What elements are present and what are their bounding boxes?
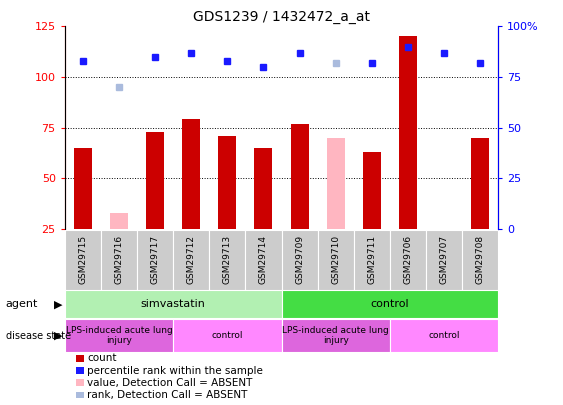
Bar [282,319,390,352]
Text: control: control [370,299,409,309]
Text: disease state: disease state [6,331,71,341]
Text: rank, Detection Call = ABSENT: rank, Detection Call = ABSENT [87,390,248,400]
Bar [146,132,164,229]
Bar [354,230,390,290]
Bar [390,230,426,290]
Text: GSM29710: GSM29710 [331,235,340,284]
Text: percentile rank within the sample: percentile rank within the sample [87,366,263,375]
Text: GSM29715: GSM29715 [78,235,87,284]
Bar [318,230,354,290]
Text: GDS1239 / 1432472_a_at: GDS1239 / 1432472_a_at [193,10,370,24]
Bar [110,213,128,229]
Text: agent: agent [6,299,38,309]
Text: GSM29707: GSM29707 [440,235,449,284]
Bar [74,148,92,229]
Bar [390,319,498,352]
Bar [173,230,209,290]
Text: GSM29712: GSM29712 [187,235,196,284]
Bar [76,379,84,386]
Bar [282,290,498,318]
Bar [426,230,462,290]
Bar [76,367,84,374]
Text: value, Detection Call = ABSENT: value, Detection Call = ABSENT [87,378,253,388]
Text: control: control [212,331,243,340]
Text: GSM29717: GSM29717 [150,235,159,284]
Bar [399,36,417,229]
Text: ▶: ▶ [53,299,62,309]
Bar [173,319,282,352]
Text: GSM29713: GSM29713 [223,235,232,284]
Bar [245,230,282,290]
Text: GSM29711: GSM29711 [367,235,376,284]
Text: GSM29708: GSM29708 [476,235,485,284]
Bar [182,119,200,229]
Bar [65,290,282,318]
Text: GSM29716: GSM29716 [114,235,123,284]
Bar [209,230,245,290]
Text: count: count [87,354,117,363]
Bar [76,355,84,362]
Text: GSM29706: GSM29706 [404,235,413,284]
Bar [65,319,173,352]
Text: ▶: ▶ [53,331,62,341]
Bar [76,392,84,398]
Bar [282,230,318,290]
Bar [462,230,498,290]
Bar [327,138,345,229]
Text: GSM29709: GSM29709 [295,235,304,284]
Bar [101,230,137,290]
Text: control: control [428,331,460,340]
Text: LPS-induced acute lung
injury: LPS-induced acute lung injury [65,326,172,345]
Text: GSM29714: GSM29714 [259,235,268,284]
Bar [471,138,489,229]
Bar [65,230,101,290]
Text: simvastatin: simvastatin [141,299,205,309]
Bar [254,148,272,229]
Bar [218,136,236,229]
Bar [137,230,173,290]
Text: LPS-induced acute lung
injury: LPS-induced acute lung injury [282,326,389,345]
Bar [363,152,381,229]
Bar [291,124,309,229]
